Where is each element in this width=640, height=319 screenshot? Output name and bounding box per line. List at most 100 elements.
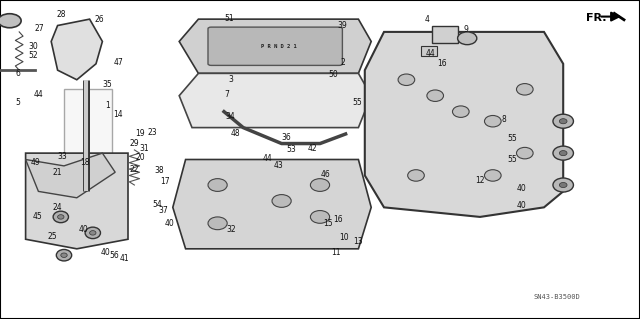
Text: 10: 10 xyxy=(339,233,349,242)
Bar xyxy=(421,46,437,56)
Text: 42: 42 xyxy=(307,144,317,153)
Text: 46: 46 xyxy=(320,170,330,179)
Ellipse shape xyxy=(516,84,533,95)
Text: 1: 1 xyxy=(105,101,110,110)
Text: 47: 47 xyxy=(113,58,124,67)
Text: P R N D 2 1: P R N D 2 1 xyxy=(260,44,296,49)
Ellipse shape xyxy=(484,115,501,127)
Ellipse shape xyxy=(458,32,477,45)
Text: 29: 29 xyxy=(129,139,140,148)
Text: 32: 32 xyxy=(227,225,237,234)
Text: 40: 40 xyxy=(516,184,527,193)
Text: 3: 3 xyxy=(228,75,233,84)
Text: 51: 51 xyxy=(224,14,234,23)
Ellipse shape xyxy=(427,90,444,101)
Text: 36: 36 xyxy=(282,133,292,142)
Text: 55: 55 xyxy=(507,134,517,143)
Text: 31: 31 xyxy=(139,144,149,153)
Text: 28: 28 xyxy=(56,10,65,19)
Text: 30: 30 xyxy=(28,42,38,51)
Text: 21: 21 xyxy=(53,168,62,177)
Ellipse shape xyxy=(310,179,330,191)
Polygon shape xyxy=(179,73,371,128)
Text: 40: 40 xyxy=(516,201,527,210)
Text: 24: 24 xyxy=(52,203,63,212)
Text: 11: 11 xyxy=(332,248,340,256)
Text: 40: 40 xyxy=(78,225,88,234)
Text: 40: 40 xyxy=(164,219,175,228)
Text: 26: 26 xyxy=(94,15,104,24)
Polygon shape xyxy=(365,32,563,217)
Ellipse shape xyxy=(90,231,96,235)
Text: 44: 44 xyxy=(33,90,44,99)
Text: 52: 52 xyxy=(28,51,38,60)
Text: 6: 6 xyxy=(15,69,20,78)
Ellipse shape xyxy=(553,114,573,128)
Text: 41: 41 xyxy=(120,254,130,263)
Ellipse shape xyxy=(85,227,100,239)
Text: 44: 44 xyxy=(262,154,273,163)
Text: 22: 22 xyxy=(130,165,139,174)
Ellipse shape xyxy=(56,249,72,261)
Text: SN43-B3500D: SN43-B3500D xyxy=(533,294,580,300)
Ellipse shape xyxy=(559,182,567,188)
Text: 56: 56 xyxy=(109,251,119,260)
Text: 37: 37 xyxy=(158,206,168,215)
Text: 48: 48 xyxy=(230,130,241,138)
Polygon shape xyxy=(26,153,128,249)
Bar xyxy=(432,26,458,43)
Ellipse shape xyxy=(559,151,567,156)
Text: FR.: FR. xyxy=(586,12,606,23)
Text: 45: 45 xyxy=(32,212,42,221)
Text: 50: 50 xyxy=(328,70,338,79)
Polygon shape xyxy=(51,19,102,80)
Text: 18: 18 xyxy=(80,158,89,167)
Ellipse shape xyxy=(452,106,469,117)
Text: 44: 44 xyxy=(425,49,435,58)
Text: 5: 5 xyxy=(15,98,20,107)
Ellipse shape xyxy=(398,74,415,85)
Text: 19: 19 xyxy=(134,130,145,138)
Text: 9: 9 xyxy=(463,25,468,34)
Text: 16: 16 xyxy=(333,215,343,224)
FancyBboxPatch shape xyxy=(208,27,342,65)
Text: 23: 23 xyxy=(147,128,157,137)
Text: 54: 54 xyxy=(152,200,162,209)
Ellipse shape xyxy=(58,215,64,219)
Ellipse shape xyxy=(36,163,51,175)
Ellipse shape xyxy=(61,253,67,257)
Polygon shape xyxy=(26,153,115,198)
Ellipse shape xyxy=(553,146,573,160)
Text: 12: 12 xyxy=(476,176,484,185)
Ellipse shape xyxy=(408,170,424,181)
Text: 39: 39 xyxy=(337,21,348,30)
Text: 20: 20 xyxy=(136,153,146,162)
Text: 49: 49 xyxy=(30,158,40,167)
Text: 33: 33 xyxy=(58,152,68,161)
Text: 13: 13 xyxy=(353,237,364,246)
Text: 4: 4 xyxy=(425,15,430,24)
Text: 17: 17 xyxy=(160,177,170,186)
Ellipse shape xyxy=(0,14,21,28)
Text: 27: 27 xyxy=(35,24,45,33)
Text: 35: 35 xyxy=(102,80,113,89)
Ellipse shape xyxy=(272,195,291,207)
Ellipse shape xyxy=(484,170,501,181)
Ellipse shape xyxy=(208,179,227,191)
Polygon shape xyxy=(179,19,371,73)
Ellipse shape xyxy=(559,119,567,124)
Text: 2: 2 xyxy=(340,58,345,67)
Ellipse shape xyxy=(40,167,47,171)
Polygon shape xyxy=(64,89,112,175)
Text: 34: 34 xyxy=(225,112,236,121)
Text: 16: 16 xyxy=(436,59,447,68)
Text: 55: 55 xyxy=(352,98,362,107)
Text: 43: 43 xyxy=(273,161,284,170)
Ellipse shape xyxy=(553,178,573,192)
Ellipse shape xyxy=(208,217,227,230)
Polygon shape xyxy=(173,160,371,249)
Text: 8: 8 xyxy=(502,115,507,124)
Text: 14: 14 xyxy=(113,110,124,119)
Ellipse shape xyxy=(310,211,330,223)
Ellipse shape xyxy=(53,211,68,223)
